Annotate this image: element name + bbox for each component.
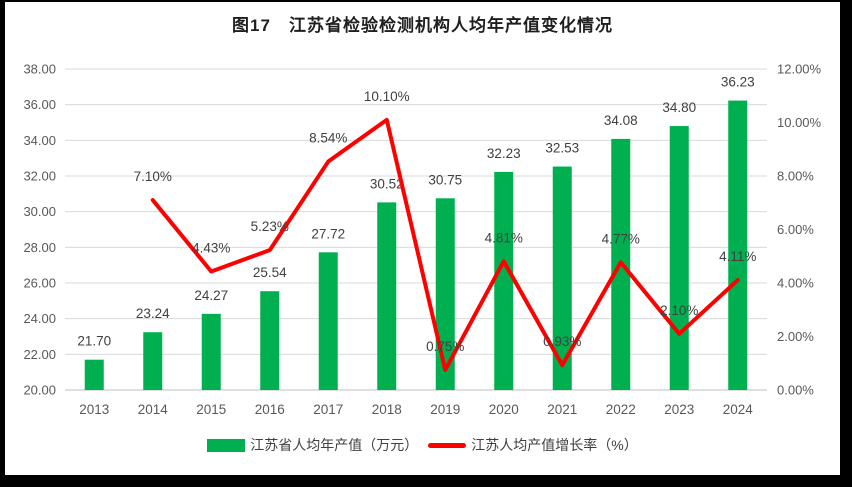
right-axis-tick-label: 4.00% [777,276,814,291]
x-axis-label-2023: 2023 [664,402,694,417]
right-axis-tick-label: 6.00% [777,222,814,237]
left-axis-tick-label: 20.00 [23,383,56,398]
bar-2013 [84,359,104,390]
bar-series-label: 江苏省人均年产值（万元） [250,437,419,453]
left-axis-tick-label: 22.00 [23,347,56,362]
left-axis-tick-label: 38.00 [23,62,56,77]
bar-value-label-2014: 23.24 [136,306,170,321]
x-axis-label-2024: 2024 [723,402,754,417]
x-axis-label-2014: 2014 [138,402,169,417]
right-axis-tick-label: 12.00% [777,62,822,77]
right-axis-tick-label: 8.00% [777,169,814,184]
line-value-label-2019: 0.75% [426,339,464,354]
line-value-label-2023: 2.10% [660,303,698,318]
line-value-label-2021: 0.93% [543,334,581,349]
left-axis-tick-label: 34.00 [23,133,56,148]
bar-value-label-2019: 30.75 [428,172,462,187]
chart-canvas: 图17 江苏省检验检测机构人均年产值变化情况 38.00 36.00 34.00 32… [5,2,840,475]
bar-value-label-2023: 34.80 [662,100,696,115]
bar-2018 [377,202,397,390]
bar-value-label-2020: 32.23 [487,146,521,161]
bar-2017 [318,252,338,390]
bar-value-label-2024: 36.23 [721,75,755,90]
left-axis-tick-label: 30.00 [23,204,56,219]
x-axis-label-2019: 2019 [430,402,460,417]
growth-rate-line [150,117,740,372]
x-axis-label-2018: 2018 [372,402,402,417]
line-value-label-2022: 4.77% [602,231,640,246]
bar-2014 [143,332,163,390]
legend-item-bar-series: 江苏省人均年产值（万元） [207,435,418,455]
left-axis-tick-label: 36.00 [23,97,56,112]
chart-title: 图17 江苏省检验检测机构人均年产值变化情况 [232,16,613,35]
x-axis-label-2020: 2020 [489,402,519,417]
line-series-swatch [428,442,467,448]
x-axis-label-2015: 2015 [196,402,226,417]
bar-value-label-2022: 34.08 [604,113,638,128]
bar-value-label-2017: 27.72 [311,226,345,241]
line-value-label-2014: 7.10% [134,169,172,184]
bar-value-label-2021: 32.53 [545,141,579,156]
bar-2021 [552,166,572,390]
bar-value-label-2016: 25.54 [253,265,287,280]
line-value-label-2015: 4.43% [192,240,230,255]
bar-2023 [669,126,689,391]
left-axis-tick-label: 32.00 [23,169,56,184]
right-axis-tick-label: 2.00% [777,329,814,344]
x-axis-label-2016: 2016 [255,402,285,417]
legend-item-line-series: 江苏人均产值增长率（%） [428,435,638,455]
line-value-label-2016: 5.23% [251,219,289,234]
bar-value-label-2018: 30.52 [370,176,404,191]
legend: 江苏省人均年产值（万元） 江苏人均产值增长率（%） [5,435,840,455]
bar-value-label-2015: 24.27 [194,288,228,303]
x-axis-label-2021: 2021 [547,402,577,417]
x-axis-label-2022: 2022 [606,402,636,417]
line-value-label-2024: 4.11% [719,249,756,264]
bar-2024 [728,100,748,390]
chart-plot-area: 38.00 36.00 34.00 32.00 30.00 28.00 26.00 24.00… [23,62,822,418]
left-axis-tick-label: 24.00 [23,311,56,326]
line-value-label-2020: 4.81% [485,230,523,245]
bar-series-swatch [207,438,246,452]
line-value-label-2018: 10.10% [364,89,410,104]
left-axis-tick-label: 26.00 [23,276,56,291]
right-axis-tick-label: 10.00% [777,115,822,130]
bar-2016 [260,291,280,390]
x-axis-label-2013: 2013 [79,402,109,417]
line-series-label: 江苏人均产值增长率（%） [471,437,638,453]
line-value-label-2017: 8.54% [309,131,347,146]
left-axis-tick-label: 28.00 [23,240,56,255]
bar-2015 [201,313,221,390]
bar-value-label-2013: 21.70 [77,334,111,349]
bar-2020 [494,171,514,390]
x-axis-label-2017: 2017 [313,402,343,417]
right-axis-tick-label: 0.00% [777,383,814,398]
